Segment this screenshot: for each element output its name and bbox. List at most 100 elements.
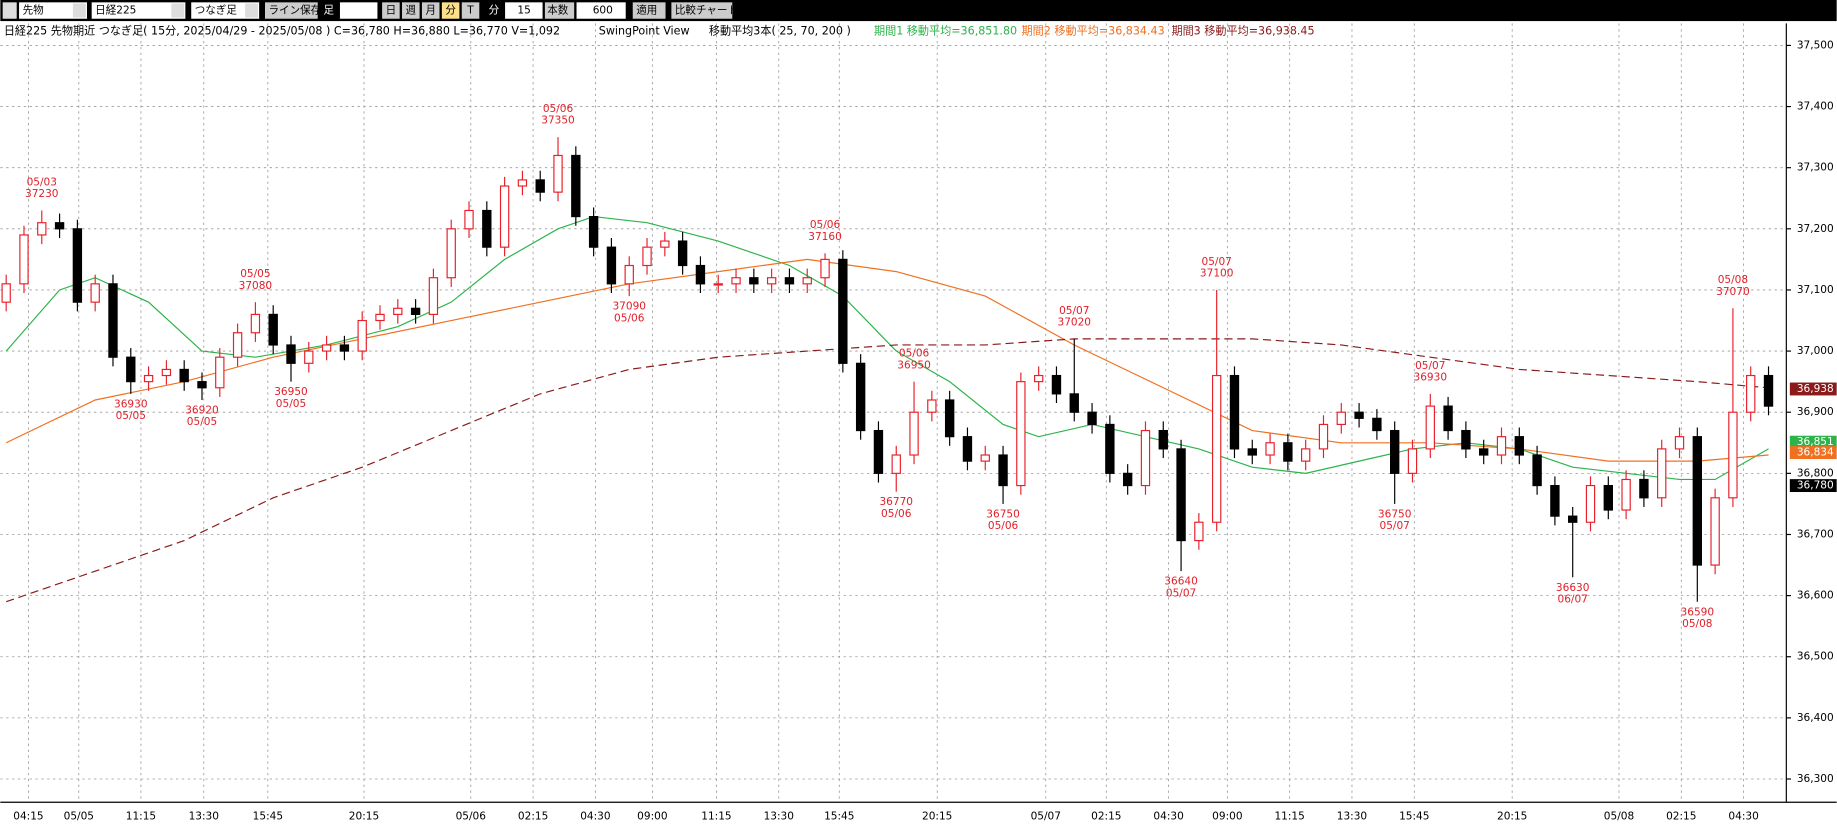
candle-body [428,277,439,315]
menu-button[interactable] [2,2,17,19]
candle-body [944,399,955,438]
x-tick-label: 15:45 [824,810,854,822]
candle-body [855,362,866,432]
candle-body [962,436,973,462]
period-button[interactable] [461,2,480,19]
compare-text: 比較チャート [675,4,738,17]
save-button[interactable] [265,2,318,19]
count-label: 本数 [547,4,569,17]
candle-body [1674,436,1685,450]
index-select[interactable] [91,2,186,19]
swing-label: 37090 [612,301,646,313]
y-tick-label: 37,500 [1797,39,1834,51]
swing-label: 05/05 [116,410,146,422]
swing-label: 05/08 [1718,274,1748,286]
candle-body [393,307,403,315]
y-tick-label: 37,100 [1797,284,1834,296]
x-tick-label: 11:15 [126,810,156,822]
swing-label: 37020 [1058,316,1092,328]
apply-button[interactable] [632,2,666,19]
candle-body [1158,429,1168,450]
count-input[interactable] [576,2,626,19]
mode-text: つなぎ足 [195,4,238,17]
candle-body [304,350,314,364]
period-button[interactable] [402,2,420,19]
candle-body [37,222,47,236]
x-tick-label: 04:30 [1153,810,1183,822]
x-tick-label: 20:15 [1497,810,1527,822]
period-button[interactable] [421,2,440,19]
select-arrow [72,3,86,18]
candle-body [980,454,990,462]
period-text: 週 [406,5,417,17]
market-select[interactable] [19,2,87,19]
candle-body [677,240,688,267]
swing-label: 05/06 [988,520,1019,532]
swing-label: 36770 [879,496,913,508]
candle-body [1372,417,1382,432]
swing-label: 37160 [808,231,842,243]
price-marker [1789,479,1837,493]
candle-body [1639,478,1649,499]
y-tick-label: 36,600 [1797,590,1834,602]
candle-body [232,332,243,358]
moving-average [5,338,1769,603]
swing-label: 36920 [185,405,219,417]
swing-label: 05/05 [276,398,306,410]
candle-body [143,374,154,383]
period-text: 日 [386,5,397,17]
price-marker [1789,446,1837,460]
bar-input[interactable] [339,2,378,19]
ma-setting: 移動平均3本( 25, 70, 200 ) [709,24,851,38]
compare-button[interactable] [671,2,733,19]
candle-body [1247,448,1257,456]
period-button[interactable] [382,2,400,19]
swing-label: 05/03 [27,176,57,188]
count-text: 600 [593,5,613,17]
x-tick-label: 02:15 [1091,810,1121,822]
minutes-text: 15 [517,5,530,17]
candle-body [749,277,759,285]
candle-body [571,154,581,218]
candle-body [321,344,332,352]
y-tick-label: 37,200 [1797,223,1834,235]
candle-body [606,246,617,285]
swing-label: 05/05 [240,268,270,280]
ma-legend: 期間2 移動平均=36,834.43 [1022,24,1165,38]
candle-body [375,313,385,322]
candle-body [1336,411,1346,426]
y-tick-label: 36,500 [1797,651,1834,663]
count-label-box [544,2,575,19]
candle-body [1176,448,1186,542]
candle-body [1390,429,1400,474]
candle-body [1300,448,1311,462]
select-arrow [245,3,258,18]
candle-body [535,179,545,193]
ma-legend: 期間3 移動平均=36,938.45 [1171,24,1314,38]
x-tick-label: 04:30 [580,810,610,822]
swing-label: 05/07 [1380,520,1410,532]
candle-body [1763,374,1774,407]
candle-body [72,228,83,303]
candle-body [1407,448,1418,474]
candle-body [1479,448,1489,456]
swing-label: 05/06 [810,219,841,231]
period-button[interactable] [441,2,460,19]
candle-body [179,368,189,383]
minutes-input[interactable] [505,2,543,19]
candle-body [1585,484,1596,523]
candle-body [1621,478,1631,511]
candle-body [126,356,136,383]
x-tick-label: 05/05 [64,810,94,822]
swing-label: 36930 [1414,371,1448,383]
candle-body [802,277,812,285]
candle-body [1283,442,1293,462]
candle-body [517,179,528,187]
candle-body [446,228,456,279]
candle-body [1194,521,1204,542]
swing-label: 37230 [25,188,59,200]
candle-body [1603,484,1613,511]
mode-select[interactable] [191,2,260,19]
swing-label: 37100 [1200,268,1234,280]
